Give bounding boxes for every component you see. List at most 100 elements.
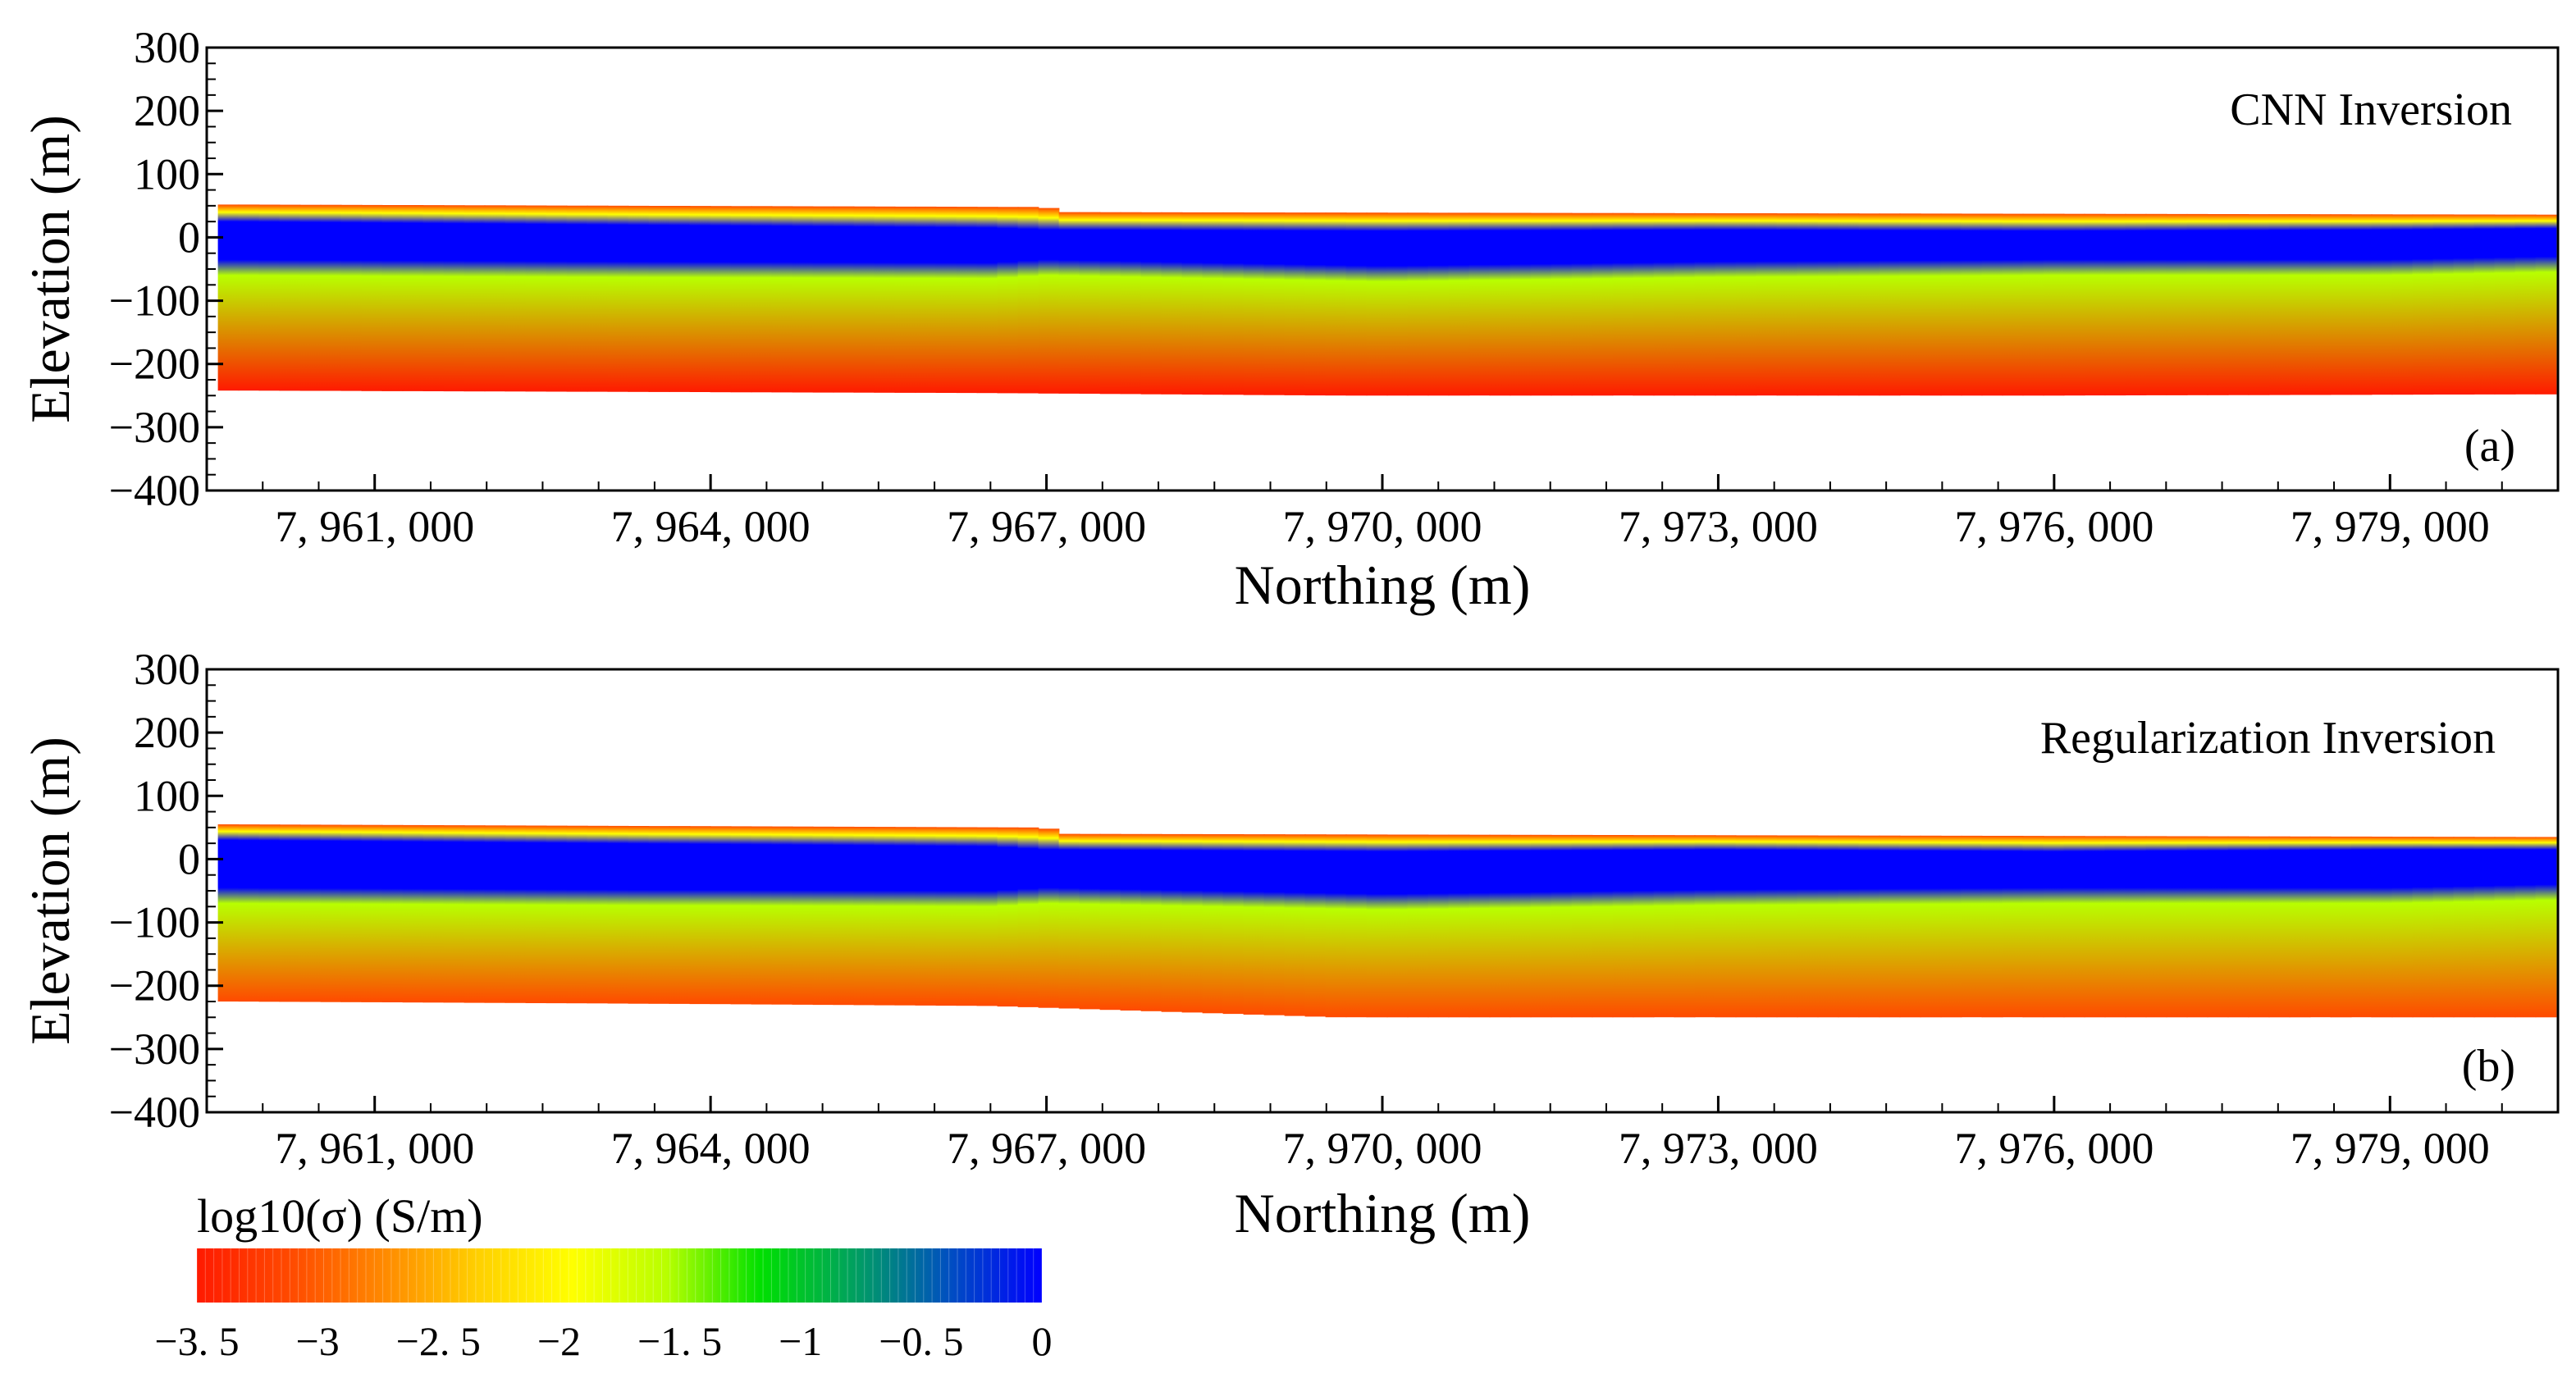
- x-tick-label: 7, 967, 000: [947, 1124, 1146, 1173]
- section-column: [2207, 214, 2229, 395]
- section-column: [1530, 212, 1552, 396]
- section-column: [812, 206, 834, 393]
- section-column: [340, 824, 363, 1002]
- section-column: [2063, 836, 2085, 1018]
- section-column: [2043, 213, 2065, 396]
- colorbar: log10(σ) (S/m) −3. 5 −3 −2. 5 −2 −1. 5 −1 −0. 5…: [154, 1189, 1052, 1364]
- section-column: [2371, 837, 2393, 1018]
- section-column: [1510, 834, 1532, 1018]
- section-column: [1715, 835, 1737, 1018]
- section-column: [402, 205, 424, 391]
- y-tick-label: 100: [134, 149, 200, 198]
- panel-b: 300 200 100 0 −100 −200 −300 −400 7, 961, 000 7, …: [19, 645, 2560, 1244]
- section-column: [2535, 214, 2557, 395]
- panel-tag: (b): [2462, 1041, 2515, 1092]
- section-column: [833, 206, 855, 393]
- section-column: [2535, 837, 2557, 1018]
- section-column: [1038, 828, 1060, 1008]
- section-column: [1551, 834, 1573, 1018]
- section-column: [1243, 212, 1265, 395]
- section-column: [1858, 213, 1880, 396]
- section-column: [1284, 212, 1306, 395]
- section-column: [1140, 833, 1162, 1011]
- section-column: [2207, 836, 2229, 1018]
- y-tick-label: 100: [134, 771, 200, 820]
- y-tick-label: −100: [109, 898, 200, 947]
- section-column: [956, 207, 978, 394]
- section-column: [1940, 835, 1962, 1018]
- x-tick-label: 7, 964, 000: [611, 1124, 811, 1173]
- section-column: [1899, 213, 1921, 396]
- colorbar-tick-label: 0: [1032, 1318, 1053, 1364]
- section-column: [1202, 212, 1224, 395]
- section-column: [1386, 834, 1409, 1018]
- section-column: [997, 207, 1019, 394]
- section-column: [689, 206, 711, 392]
- section-column: [1304, 834, 1327, 1017]
- section-column: [2473, 214, 2496, 395]
- section-column: [1468, 212, 1491, 396]
- section-column: [935, 827, 957, 1006]
- section-column: [1079, 212, 1101, 394]
- section-column: [853, 827, 875, 1006]
- section-column: [669, 826, 691, 1004]
- section-column: [1920, 213, 1942, 396]
- section-column: [2412, 214, 2434, 395]
- y-tick-label: 200: [134, 86, 200, 135]
- section-column: [1776, 213, 1798, 396]
- section-column: [915, 827, 937, 1006]
- section-column: [915, 206, 937, 393]
- section-column: [2227, 836, 2249, 1018]
- section-column: [1140, 212, 1162, 395]
- section-column: [2289, 836, 2311, 1018]
- section-column: [2125, 213, 2147, 395]
- section-column: [1756, 835, 1778, 1018]
- section-column: [1612, 212, 1634, 396]
- section-column: [1325, 834, 1347, 1018]
- section-column: [238, 204, 260, 391]
- x-axis-title: Northing (m): [1235, 1182, 1531, 1244]
- section-column: [1879, 213, 1901, 396]
- section-column: [1304, 212, 1327, 396]
- section-column: [1099, 212, 1121, 395]
- section-column: [2145, 836, 2167, 1018]
- section-column: [2268, 836, 2291, 1018]
- section-column: [2330, 214, 2352, 395]
- section-column: [792, 206, 814, 393]
- colorbar-tick-label: −1. 5: [637, 1318, 722, 1364]
- section-column: [1038, 208, 1060, 394]
- section-column: [1181, 833, 1204, 1013]
- section-column: [279, 824, 301, 1002]
- section-column: [2227, 214, 2249, 395]
- section-column: [2186, 213, 2208, 395]
- section-column: [1366, 834, 1388, 1018]
- section-column: [258, 824, 281, 1002]
- section-column: [1920, 835, 1942, 1018]
- y-tick-label: −200: [109, 340, 200, 389]
- section-column: [1817, 835, 1839, 1018]
- section-column: [1366, 212, 1388, 396]
- section-column: [648, 206, 670, 392]
- panel-title: Regularization Inversion: [2040, 713, 2496, 764]
- section-column: [525, 205, 547, 392]
- section-column: [1510, 212, 1532, 396]
- section-column: [443, 825, 465, 1003]
- section-column: [1161, 833, 1183, 1012]
- section-column: [1694, 835, 1716, 1018]
- x-tick-label: 7, 970, 000: [1283, 502, 1482, 551]
- section-column: [2084, 836, 2106, 1018]
- section-column: [361, 824, 383, 1002]
- section-column: [710, 206, 732, 393]
- section-column: [1653, 835, 1675, 1018]
- section-column: [2125, 836, 2147, 1018]
- section-column: [2268, 214, 2291, 395]
- section-column: [1694, 212, 1716, 396]
- colorbar-tick-label: −1: [779, 1318, 822, 1364]
- section-column: [1222, 834, 1245, 1015]
- section-column: [1776, 835, 1798, 1018]
- section-column: [1817, 213, 1839, 396]
- section-column: [1735, 213, 1757, 396]
- section-column: [1468, 834, 1491, 1018]
- x-tick-label: 7, 973, 000: [1619, 502, 1818, 551]
